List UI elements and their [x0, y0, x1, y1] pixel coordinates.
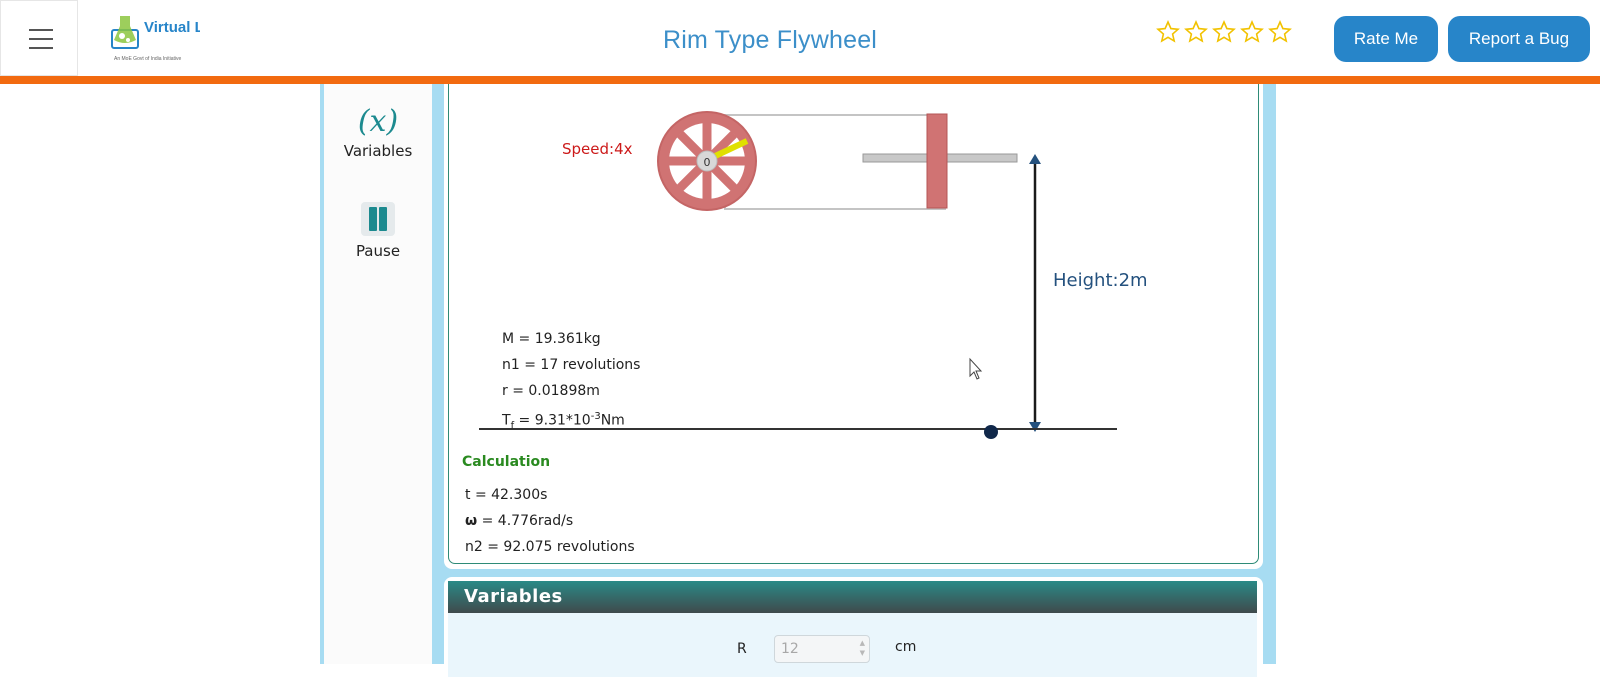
star-icon[interactable] [1268, 20, 1292, 44]
radius-input[interactable]: 12 ▲ ▼ [774, 635, 870, 663]
star-icon[interactable] [1184, 20, 1208, 44]
calculation-heading: Calculation [462, 454, 551, 470]
star-icon[interactable] [1156, 20, 1180, 44]
radius-field-label: R [737, 641, 747, 657]
variables-panel-header: Variables [448, 581, 1257, 613]
radius-unit: cm [895, 639, 917, 655]
reading-radius: r = 0.01898m [502, 383, 600, 399]
calc-time: t = 42.300s [465, 487, 548, 503]
reading-friction-torque: Tf = 9.31*10-3Nm [502, 411, 625, 432]
tool-sidebar: (x) Variables Pause [324, 84, 432, 664]
stepper-icon[interactable]: ▲ ▼ [859, 639, 865, 657]
reading-mass: M = 19.361kg [502, 331, 601, 347]
variables-panel-body: R 12 ▲ ▼ cm [448, 613, 1257, 677]
pause-tool-label: Pause [355, 242, 401, 260]
flywheel: 0 [657, 111, 757, 211]
simulation-panel: 0 Speed:4x Height:2m M [444, 84, 1263, 569]
speed-label: Speed:4x [562, 140, 633, 158]
rating-stars[interactable] [1156, 20, 1292, 44]
page-title: Rim Type Flywheel [662, 26, 878, 54]
simulation-drawing: 0 [479, 111, 1117, 439]
variable-x-icon: (x) [357, 104, 399, 139]
readings-list: M = 19.361kg n1 = 17 revolutions r = 0.0… [502, 326, 641, 432]
pause-icon [361, 202, 395, 236]
app-header: Virtual Labs An MoE Govt of India Initia… [0, 0, 1600, 78]
variables-tool-label: Variables [343, 142, 413, 160]
header-divider [0, 76, 1600, 84]
star-icon[interactable] [1240, 20, 1264, 44]
logo-tagline: An MoE Govt of India Initiative [114, 56, 181, 62]
simulation-canvas: 0 Speed:4x Height:2m M [448, 84, 1259, 564]
calculation-list: t = 42.300s ω = 4.776rad/s n2 = 92.075 r… [465, 482, 635, 560]
report-bug-button[interactable]: Report a Bug [1448, 16, 1590, 62]
mouse-cursor-icon [969, 357, 983, 380]
height-label: Height:2m [1053, 270, 1148, 291]
rim-plate [926, 113, 948, 209]
calc-n2: n2 = 92.075 revolutions [465, 539, 635, 555]
height-arrow [1029, 154, 1041, 432]
calc-omega: ω = 4.776rad/s [465, 513, 574, 529]
hamburger-menu-icon[interactable] [0, 0, 78, 76]
simulation-frame: (x) Variables Pause [320, 84, 1276, 677]
variables-panel: Variables R 12 ▲ ▼ cm [444, 577, 1263, 677]
falling-mass [984, 425, 998, 439]
star-icon[interactable] [1212, 20, 1236, 44]
reading-n1: n1 = 17 revolutions [502, 357, 641, 373]
variables-tool-button[interactable]: (x) Variables [324, 102, 432, 160]
rate-me-button[interactable]: Rate Me [1334, 16, 1438, 62]
pause-tool-button[interactable]: Pause [324, 202, 432, 260]
axle-label: 0 [704, 156, 711, 169]
